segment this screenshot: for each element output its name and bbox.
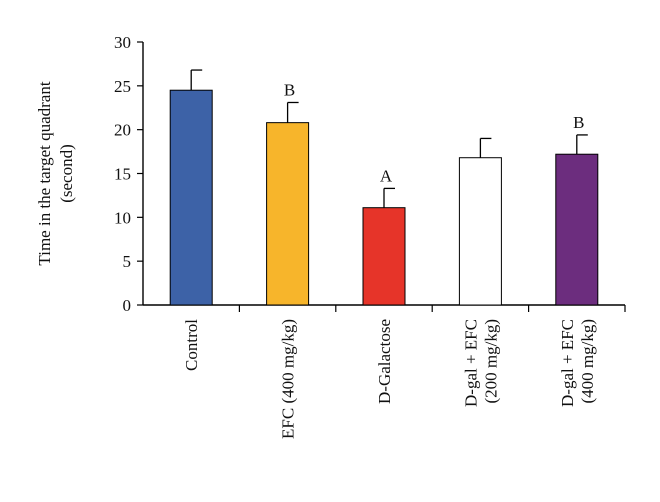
y-tick-label: 5 [123, 252, 132, 271]
y-tick-label: 30 [114, 33, 131, 52]
bar [555, 153, 599, 306]
bar [362, 207, 406, 306]
y-tick-label: 20 [114, 121, 131, 140]
x-tick-label: D-gal + EFC [461, 319, 480, 407]
bar [458, 157, 502, 306]
bar [169, 89, 213, 306]
y-ticks: 0 5 10 15 20 25 30 [114, 33, 143, 315]
x-tick-label: D-Galactose [375, 319, 394, 404]
x-tick-label: (200 mg/kg) [481, 319, 500, 404]
x-tick-label: (400 mg/kg) [578, 319, 597, 404]
y-tick-label: 25 [114, 77, 131, 96]
y-tick-label: 10 [114, 208, 131, 227]
y-tick-label: 15 [114, 165, 131, 184]
significance-label: A [380, 166, 393, 185]
y-axis-label: Time in the target quadrant (second) [35, 81, 76, 265]
significance-label: B [284, 80, 295, 99]
y-axis-label-line: Time in the target quadrant [35, 81, 54, 265]
y-axis-label-line: (second) [57, 144, 76, 203]
x-tick-label: D-gal + EFC [558, 319, 577, 407]
significance-label: B [573, 113, 584, 132]
y-tick-label: 0 [123, 296, 132, 315]
x-labels: Control EFC (400 mg/kg) D-Galactose D-gal +… [182, 319, 597, 439]
x-tick-label: EFC (400 mg/kg) [279, 319, 298, 439]
x-tick-label: Control [182, 319, 201, 371]
bar [266, 122, 310, 306]
bars: B A B [169, 69, 599, 306]
